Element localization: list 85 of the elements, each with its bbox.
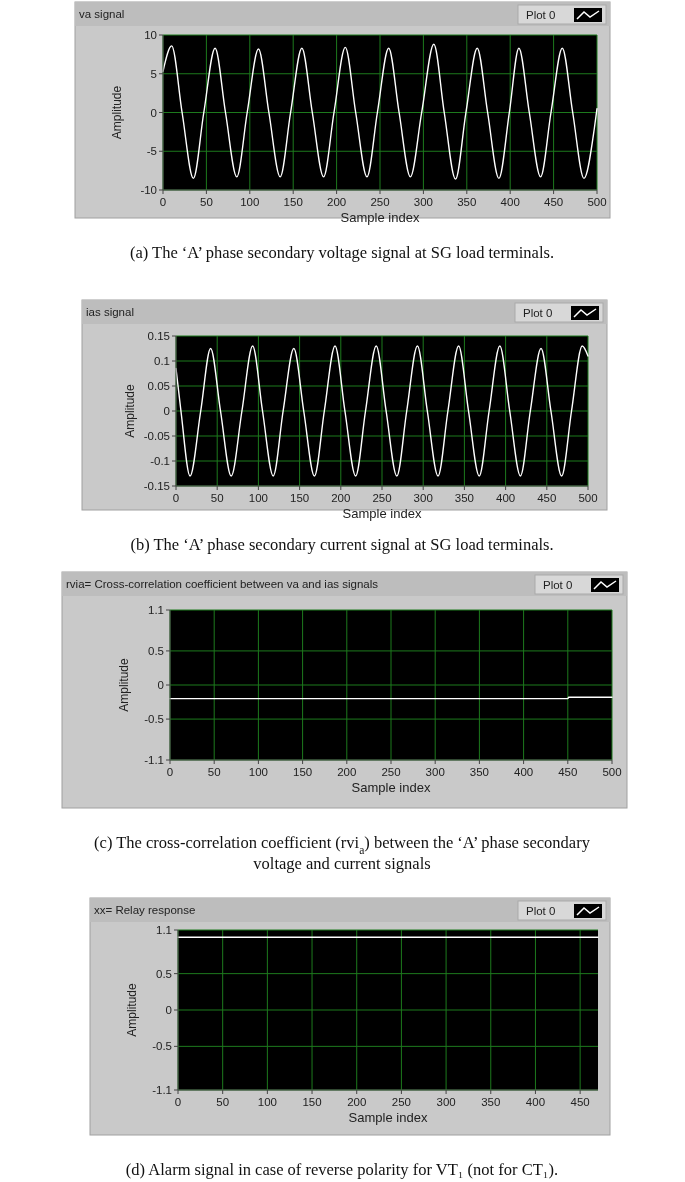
x-tick-label: 250 (372, 492, 392, 504)
x-tick-label: 150 (302, 1096, 322, 1108)
x-tick-label: 250 (381, 766, 401, 778)
x-tick-label: 400 (500, 196, 520, 208)
x-tick-label: 400 (525, 1096, 546, 1108)
y-axis-title: Amplitude (117, 658, 131, 712)
y-tick-label: 0 (163, 405, 170, 417)
y-tick-label: -0.05 (143, 430, 170, 442)
x-tick-label: 100 (248, 766, 268, 778)
y-tick-label: -10 (140, 184, 157, 196)
chart-title: ias signal (86, 306, 134, 318)
chart-title: xx= Relay response (94, 904, 196, 916)
x-tick-label: 500 (578, 492, 598, 504)
x-tick-label: 300 (425, 766, 445, 778)
x-tick-label: 500 (587, 196, 607, 208)
y-tick-label: -1.1 (144, 754, 164, 766)
x-tick-label: 150 (290, 492, 310, 504)
x-tick-label: 200 (337, 766, 357, 778)
line-series (175, 345, 589, 477)
x-tick-label: 50 (216, 1096, 230, 1108)
y-tick-label: 10 (144, 29, 157, 41)
y-tick-label: 0 (150, 106, 157, 119)
y-tick-label: 0.5 (156, 967, 172, 980)
legend-label: Plot 0 (523, 307, 553, 319)
y-tick-label: 0.5 (148, 644, 164, 657)
x-tick-label: 300 (413, 196, 433, 208)
y-tick-label: -0.15 (143, 480, 170, 492)
x-tick-label: 400 (514, 766, 534, 778)
x-axis-title: Sample index (342, 506, 422, 521)
y-tick-label: -0.5 (152, 1040, 172, 1053)
y-axis-title: Amplitude (125, 983, 139, 1037)
x-tick-label: 300 (413, 492, 433, 504)
x-tick-label: 100 (257, 1096, 277, 1108)
y-tick-label: 0.05 (147, 380, 170, 392)
y-tick-label: 5 (150, 67, 157, 80)
x-tick-label: 200 (347, 1096, 367, 1108)
x-tick-label: 200 (327, 196, 347, 208)
y-tick-label: -0.5 (144, 713, 164, 726)
x-tick-label: 400 (496, 492, 516, 504)
y-tick-label: 1.1 (156, 924, 172, 936)
x-tick-label: 250 (370, 196, 390, 208)
x-axis-title: Sample index (351, 780, 431, 795)
y-axis-title: Amplitude (110, 85, 124, 140)
line-series (162, 43, 598, 180)
y-axis-title: Amplitude (123, 384, 137, 438)
y-tick-label: 0 (165, 1004, 172, 1016)
x-tick-label: 350 (469, 766, 489, 778)
y-tick-label: -0.1 (150, 455, 170, 467)
y-tick-label: 0.1 (154, 355, 170, 367)
x-tick-label: 450 (537, 492, 557, 504)
x-tick-label: 50 (207, 766, 221, 778)
text: (a) The ‘A’ phase secondary voltage signal at SG load terminals. (129, 243, 555, 262)
x-tick-label: 50 (210, 492, 224, 504)
x-tick-label: 450 (558, 766, 578, 778)
x-tick-label: 350 (454, 492, 474, 504)
chart-title: rvia= Cross-correlation coefficient between va and ias signals (66, 578, 379, 590)
y-tick-label: -5 (146, 145, 157, 158)
legend-label: Plot 0 (526, 9, 556, 21)
x-tick-label: 100 (248, 492, 268, 504)
x-tick-label: 350 (481, 1096, 501, 1108)
x-tick-label: 450 (544, 196, 564, 208)
chart-title: va signal (79, 8, 125, 20)
x-tick-label: 200 (331, 492, 351, 504)
text: (b) The ‘A’ phase secondary current signal at SG load terminals. (130, 535, 554, 554)
x-tick-label: 50 (200, 196, 213, 208)
x-tick-label: 150 (283, 196, 303, 208)
x-tick-label: 350 (457, 196, 477, 208)
x-tick-label: 250 (391, 1096, 411, 1108)
x-tick-label: 150 (293, 766, 313, 778)
x-tick-label: 0 (174, 1096, 182, 1108)
x-tick-label: 500 (602, 766, 622, 778)
x-axis-title: Sample index (340, 210, 420, 225)
x-tick-label: 0 (172, 492, 180, 504)
x-tick-label: 450 (570, 1096, 590, 1108)
y-tick-label: 0 (157, 679, 164, 691)
text: (d) Alarm signal in case of reverse polarity for VT₁ (not for CT₁). (125, 1160, 559, 1179)
y-tick-label: 1.1 (148, 604, 164, 616)
legend-label: Plot 0 (526, 905, 556, 917)
y-tick-label: 0.15 (147, 330, 170, 342)
text: (c) The cross-correlation coefficient (rvi$_{a}$) between the ‘A’ phase secondary voltage and current signals (94, 833, 591, 873)
x-tick-label: 300 (436, 1096, 456, 1108)
x-tick-label: 100 (240, 196, 260, 208)
y-tick-label: -1.1 (152, 1084, 172, 1096)
x-axis-title: Sample index (348, 1110, 428, 1125)
legend-label: Plot 0 (543, 579, 573, 591)
